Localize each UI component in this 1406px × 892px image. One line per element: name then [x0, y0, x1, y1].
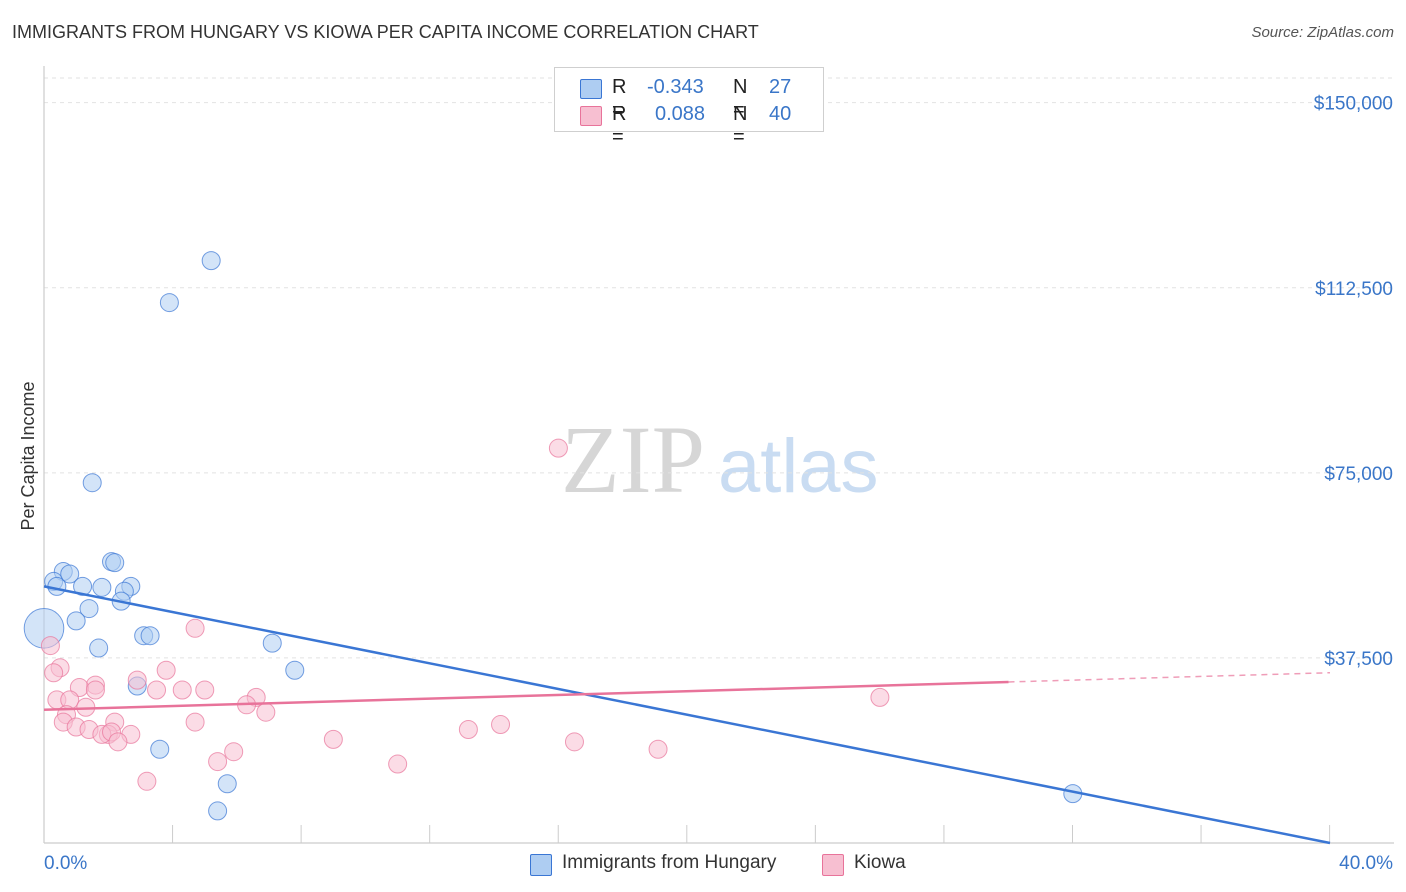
- hungary-legend-label: Immigrants from Hungary: [562, 852, 777, 873]
- hungary-point: [140, 626, 160, 646]
- chart-title: IMMIGRANTS FROM HUNGARY VS KIOWA PER CAP…: [12, 22, 759, 42]
- kiowa-point: [108, 732, 128, 752]
- hungary-point: [105, 553, 125, 573]
- hungary-point: [159, 293, 179, 313]
- kiowa-point: [870, 687, 890, 707]
- hungary-swatch: [580, 79, 602, 99]
- kiowa-point: [127, 670, 147, 690]
- x-tick-label-max: 40.0%: [1339, 853, 1393, 874]
- r-value: -0.343: [647, 76, 704, 98]
- kiowa-point: [224, 742, 244, 762]
- hungary-point: [66, 611, 86, 631]
- hungary-point: [92, 577, 112, 597]
- r-label: R =: [612, 103, 627, 148]
- y-axis-label: Per Capita Income: [18, 381, 38, 530]
- hungary-point: [60, 564, 80, 584]
- hungary-point: [82, 473, 102, 493]
- watermark-zip: ZIP: [561, 406, 705, 513]
- kiowa-legend-label: Kiowa: [854, 852, 906, 873]
- kiowa-swatch: [580, 106, 602, 126]
- kiowa-point: [564, 732, 584, 752]
- kiowa-point: [85, 680, 105, 700]
- kiowa-point: [208, 752, 228, 772]
- hungary-point: [217, 774, 237, 794]
- kiowa-point: [323, 729, 343, 749]
- kiowa-trend-line-extension: [1008, 671, 1331, 683]
- kiowa-trend-line: [43, 680, 1009, 711]
- hungary-point: [150, 739, 170, 759]
- kiowa-point: [156, 660, 176, 680]
- kiowa-point: [548, 438, 568, 458]
- hungary-point: [89, 638, 109, 658]
- watermark-atlas: atlas: [718, 424, 879, 509]
- hungary-point: [73, 576, 93, 596]
- kiowa-point: [256, 702, 276, 722]
- kiowa-point: [137, 771, 157, 791]
- n-value: 40: [769, 103, 792, 125]
- kiowa-point: [491, 715, 511, 735]
- n-value: 27: [769, 76, 792, 98]
- kiowa-point: [147, 680, 167, 700]
- chart-source: Source: ZipAtlas.com: [1251, 24, 1394, 41]
- stats-legend: R = -0.343 N = 27 R = 0.088 N = 40: [554, 67, 824, 148]
- kiowa-point: [458, 719, 478, 739]
- hungary-legend-swatch: [530, 854, 552, 876]
- kiowa-point: [44, 663, 64, 683]
- kiowa-point: [40, 636, 60, 656]
- y-tick-label: $37,500: [1324, 649, 1393, 670]
- kiowa-legend-swatch: [822, 854, 844, 876]
- kiowa-point: [172, 680, 192, 700]
- kiowa-point: [388, 754, 408, 774]
- kiowa-point: [648, 739, 668, 759]
- kiowa-point: [195, 680, 215, 700]
- y-tick-label: $75,000: [1324, 464, 1393, 485]
- hungary-point: [285, 660, 305, 680]
- hungary-trend-line: [43, 585, 1331, 845]
- n-label: N =: [733, 103, 748, 148]
- n-label: N =: [733, 76, 748, 121]
- kiowa-point: [185, 712, 205, 732]
- kiowa-point: [185, 618, 205, 638]
- hungary-point: [47, 576, 67, 596]
- r-value: 0.088: [655, 103, 706, 125]
- r-label: R =: [612, 76, 627, 121]
- hungary-point: [79, 599, 99, 619]
- y-tick-label: $150,000: [1314, 94, 1393, 115]
- y-tick-label: $112,500: [1315, 279, 1393, 300]
- hungary-point: [201, 251, 221, 271]
- hungary-point: [208, 801, 228, 821]
- x-tick-label-min: 0.0%: [44, 853, 87, 874]
- hungary-point: [262, 633, 282, 653]
